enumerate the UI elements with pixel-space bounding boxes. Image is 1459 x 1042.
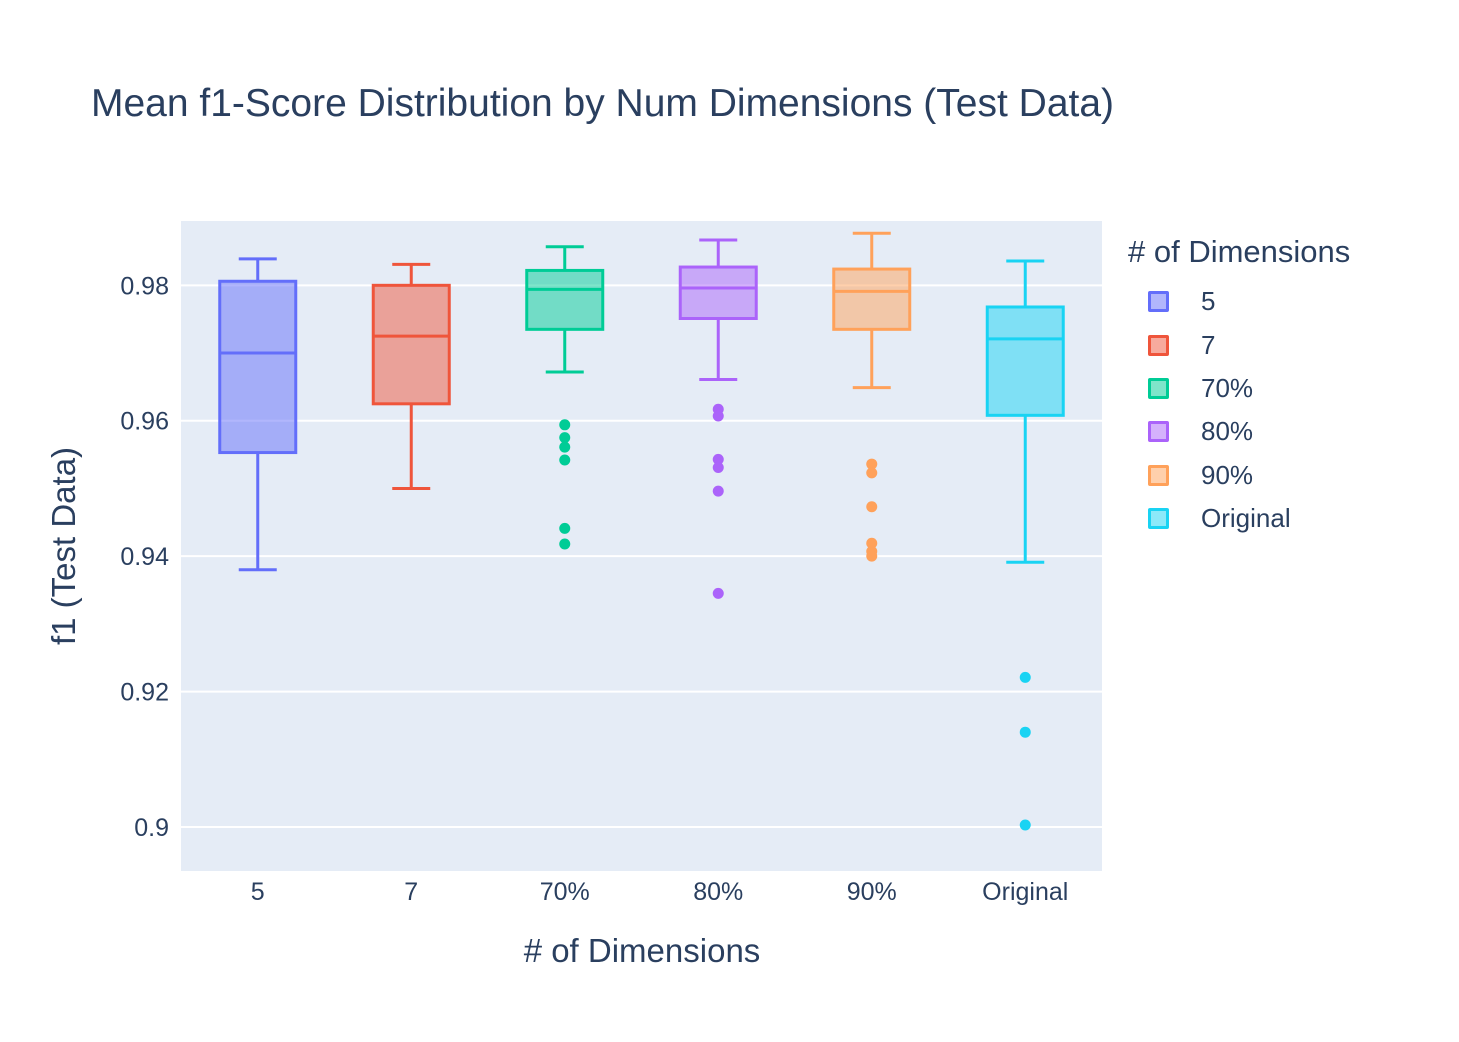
box-7	[371, 262, 451, 490]
outlier-point	[1019, 726, 1031, 738]
box-80%	[678, 238, 758, 599]
legend-label: 7	[1201, 329, 1216, 360]
legend-items: 5 7 70% 80% 90% Original	[1128, 280, 1350, 540]
y-tick-label: 0.96	[120, 408, 169, 436]
legend-swatch	[1148, 421, 1169, 443]
gridlines	[181, 284, 1102, 828]
outlier-point	[866, 537, 878, 549]
y-axis-title: f1 (Test Data)	[45, 447, 82, 645]
legend-item-Original[interactable]: Original	[1128, 497, 1350, 540]
box-70%	[525, 245, 605, 550]
legend: # of Dimensions 5 7 70% 80% 90% Original	[1128, 234, 1350, 540]
legend-item-7[interactable]: 7	[1128, 323, 1350, 366]
outlier-point	[712, 410, 724, 422]
legend-swatch	[1148, 508, 1169, 530]
y-tick-label: 0.98	[120, 272, 169, 300]
outlier-point	[559, 441, 571, 453]
outlier-point	[712, 461, 724, 473]
plot-area	[181, 221, 1102, 871]
outlier-point	[559, 522, 571, 534]
outlier-point	[712, 453, 724, 465]
iqr-box	[832, 267, 912, 331]
legend-item-5[interactable]: 5	[1128, 280, 1350, 323]
x-tick-label: 5	[251, 878, 265, 906]
x-tick-label: 7	[404, 878, 418, 906]
legend-swatch	[1148, 334, 1169, 356]
legend-swatch	[1148, 464, 1169, 486]
iqr-box	[525, 268, 605, 331]
iqr-box	[218, 279, 298, 455]
outlier-point	[559, 432, 571, 444]
y-tick-labels: 0.9 0.92 0.94 0.96 0.98	[120, 272, 169, 842]
outlier-point	[712, 485, 724, 497]
legend-label: 80%	[1201, 416, 1254, 447]
box-Original	[985, 259, 1065, 831]
legend-item-80%[interactable]: 80%	[1128, 410, 1350, 453]
chart-title: Mean f1-Score Distribution by Num Dimens…	[91, 82, 1115, 125]
legend-item-90%[interactable]: 90%	[1128, 454, 1350, 497]
iqr-box	[678, 265, 758, 320]
legend-label: 90%	[1201, 459, 1254, 490]
outlier-point	[866, 550, 878, 562]
legend-swatch	[1148, 377, 1169, 399]
legend-label: Original	[1201, 503, 1291, 534]
outlier-point	[712, 587, 724, 599]
boxes	[218, 231, 1065, 831]
outlier-point	[559, 419, 571, 431]
y-tick-label: 0.92	[120, 679, 169, 707]
iqr-box	[371, 283, 451, 406]
outlier-point	[559, 538, 571, 550]
outlier-point	[1019, 819, 1031, 831]
y-tick-label: 0.9	[134, 814, 169, 842]
y-tick-label: 0.94	[120, 543, 169, 571]
iqr-box	[985, 305, 1065, 417]
box-5	[218, 257, 298, 572]
outlier-point	[1019, 671, 1031, 683]
outlier-point	[866, 467, 878, 479]
legend-item-70%[interactable]: 70%	[1128, 367, 1350, 410]
outlier-point	[559, 454, 571, 466]
outlier-point	[866, 458, 878, 470]
legend-swatch	[1148, 291, 1169, 313]
legend-label: 5	[1201, 286, 1216, 317]
x-tick-label: 90%	[847, 878, 897, 906]
legend-label: 70%	[1201, 372, 1254, 403]
x-tick-labels: 5 7 70% 80% 90% Original	[251, 878, 1069, 906]
outlier-point	[866, 501, 878, 513]
x-tick-label: 70%	[540, 878, 590, 906]
x-tick-label: Original	[982, 878, 1068, 906]
legend-title: # of Dimensions	[1128, 234, 1351, 269]
x-tick-label: 80%	[693, 878, 743, 906]
x-axis-title: # of Dimensions	[524, 932, 761, 969]
box-90%	[832, 231, 912, 562]
